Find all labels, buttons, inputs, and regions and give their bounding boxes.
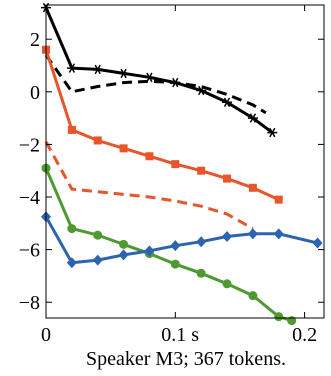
series-line xyxy=(44,215,318,265)
ticks-layer: −8 −6 −4 −2 0 2 0 0.1 s 0.2 xyxy=(19,5,324,346)
series-2 xyxy=(42,45,283,204)
data-point xyxy=(93,230,103,240)
chart-caption: Speaker M3; 367 tokens. xyxy=(86,348,286,370)
series-0 xyxy=(41,2,278,138)
y-tick-label: −6 xyxy=(19,240,40,262)
x-tick-label: 0 xyxy=(41,324,51,346)
plot-frame xyxy=(45,4,325,319)
y-tick-label: −2 xyxy=(19,134,40,156)
series-4 xyxy=(41,163,297,326)
data-point xyxy=(144,245,155,257)
data-point xyxy=(118,68,129,79)
data-point xyxy=(118,249,129,261)
data-point xyxy=(170,259,180,269)
data-point xyxy=(247,228,258,240)
series-5 xyxy=(41,211,323,269)
data-point xyxy=(248,291,258,301)
series-line xyxy=(44,141,254,230)
data-point xyxy=(171,160,180,169)
data-point xyxy=(222,97,232,107)
data-point xyxy=(274,195,283,204)
series-line xyxy=(44,49,280,201)
data-point xyxy=(93,136,102,145)
y-tick-label: −4 xyxy=(19,187,40,209)
data-point xyxy=(222,230,233,242)
series-line xyxy=(44,54,267,115)
data-point xyxy=(248,183,257,192)
series-1 xyxy=(44,54,267,115)
data-point xyxy=(145,152,154,161)
series-3 xyxy=(44,141,254,230)
data-point xyxy=(170,240,181,252)
data-point xyxy=(67,125,76,134)
data-point xyxy=(312,237,323,249)
series-layer xyxy=(41,2,323,326)
data-point xyxy=(119,239,129,249)
data-point xyxy=(247,113,258,123)
y-tick-label: 0 xyxy=(30,82,40,104)
data-point xyxy=(197,166,206,175)
data-point xyxy=(273,228,284,240)
data-point xyxy=(66,257,77,269)
y-tick-label: −8 xyxy=(19,292,40,314)
series-line xyxy=(44,7,274,134)
data-point xyxy=(196,236,207,248)
data-point xyxy=(223,174,232,183)
data-point xyxy=(119,144,128,153)
data-point xyxy=(274,312,284,322)
data-point xyxy=(92,64,103,75)
data-point xyxy=(66,63,77,73)
data-point xyxy=(67,224,77,234)
data-point xyxy=(196,268,206,278)
y-tick-label: 2 xyxy=(30,29,40,51)
x-tick-label: 0.2 xyxy=(292,324,317,346)
x-tick-label: 0.1 s xyxy=(161,324,199,346)
data-point xyxy=(267,127,278,138)
data-point xyxy=(92,254,103,266)
data-point xyxy=(222,279,232,289)
